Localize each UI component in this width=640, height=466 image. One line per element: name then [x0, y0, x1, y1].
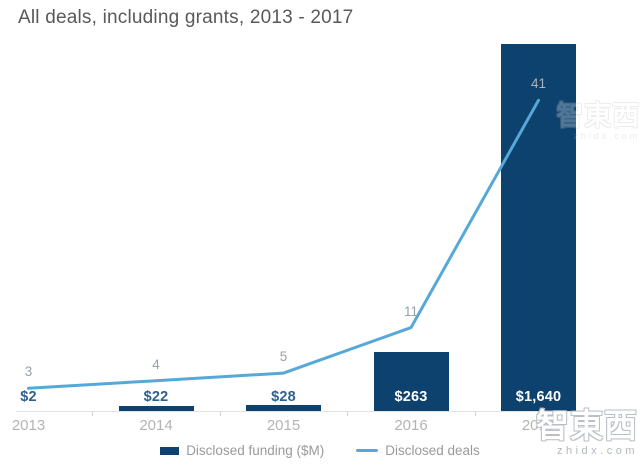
funding-bar	[118, 406, 194, 411]
deals-value-label: 3	[24, 364, 33, 380]
funding-value-label: $28	[271, 389, 296, 405]
legend: Disclosed funding ($M) Disclosed deals	[0, 443, 640, 458]
deals-value-label: 4	[152, 356, 160, 372]
funding-value-label: $2	[20, 389, 37, 405]
funding-bar	[246, 404, 321, 411]
deals-value-label: 11	[403, 303, 418, 319]
x-axis-label: 2015	[266, 417, 301, 434]
x-axis-tick	[474, 411, 476, 416]
x-axis-label: 2014	[139, 417, 173, 434]
x-axis-label: 2016	[394, 417, 428, 434]
legend-item-disclosed-deals: Disclosed deals	[356, 443, 480, 458]
legend-deals-label: Disclosed deals	[385, 443, 480, 458]
legend-funding-label: Disclosed funding ($M)	[186, 443, 325, 458]
deals-line-swatch-icon	[356, 449, 379, 452]
legend-item-disclosed-funding: Disclosed funding ($M)	[160, 443, 324, 458]
funding-value-label: $1,640	[515, 389, 562, 405]
deals-value-label: 41	[530, 76, 547, 92]
x-axis-tick	[219, 411, 221, 416]
x-axis-label: 2013	[11, 417, 46, 434]
x-axis-tick	[92, 411, 94, 416]
x-axis-label: 2017	[521, 417, 556, 434]
funding-value-label: $22	[143, 389, 169, 405]
deals-line	[27, 98, 540, 390]
deals-value-label: 5	[279, 349, 288, 365]
chart-title: All deals, including grants, 2013 - 2017	[18, 7, 354, 28]
funding-bar-swatch-icon	[160, 446, 180, 455]
x-axis-line	[16, 411, 632, 412]
funding-value-label: $263	[394, 389, 428, 405]
x-axis-tick	[347, 411, 349, 416]
funding-bar	[501, 44, 576, 411]
